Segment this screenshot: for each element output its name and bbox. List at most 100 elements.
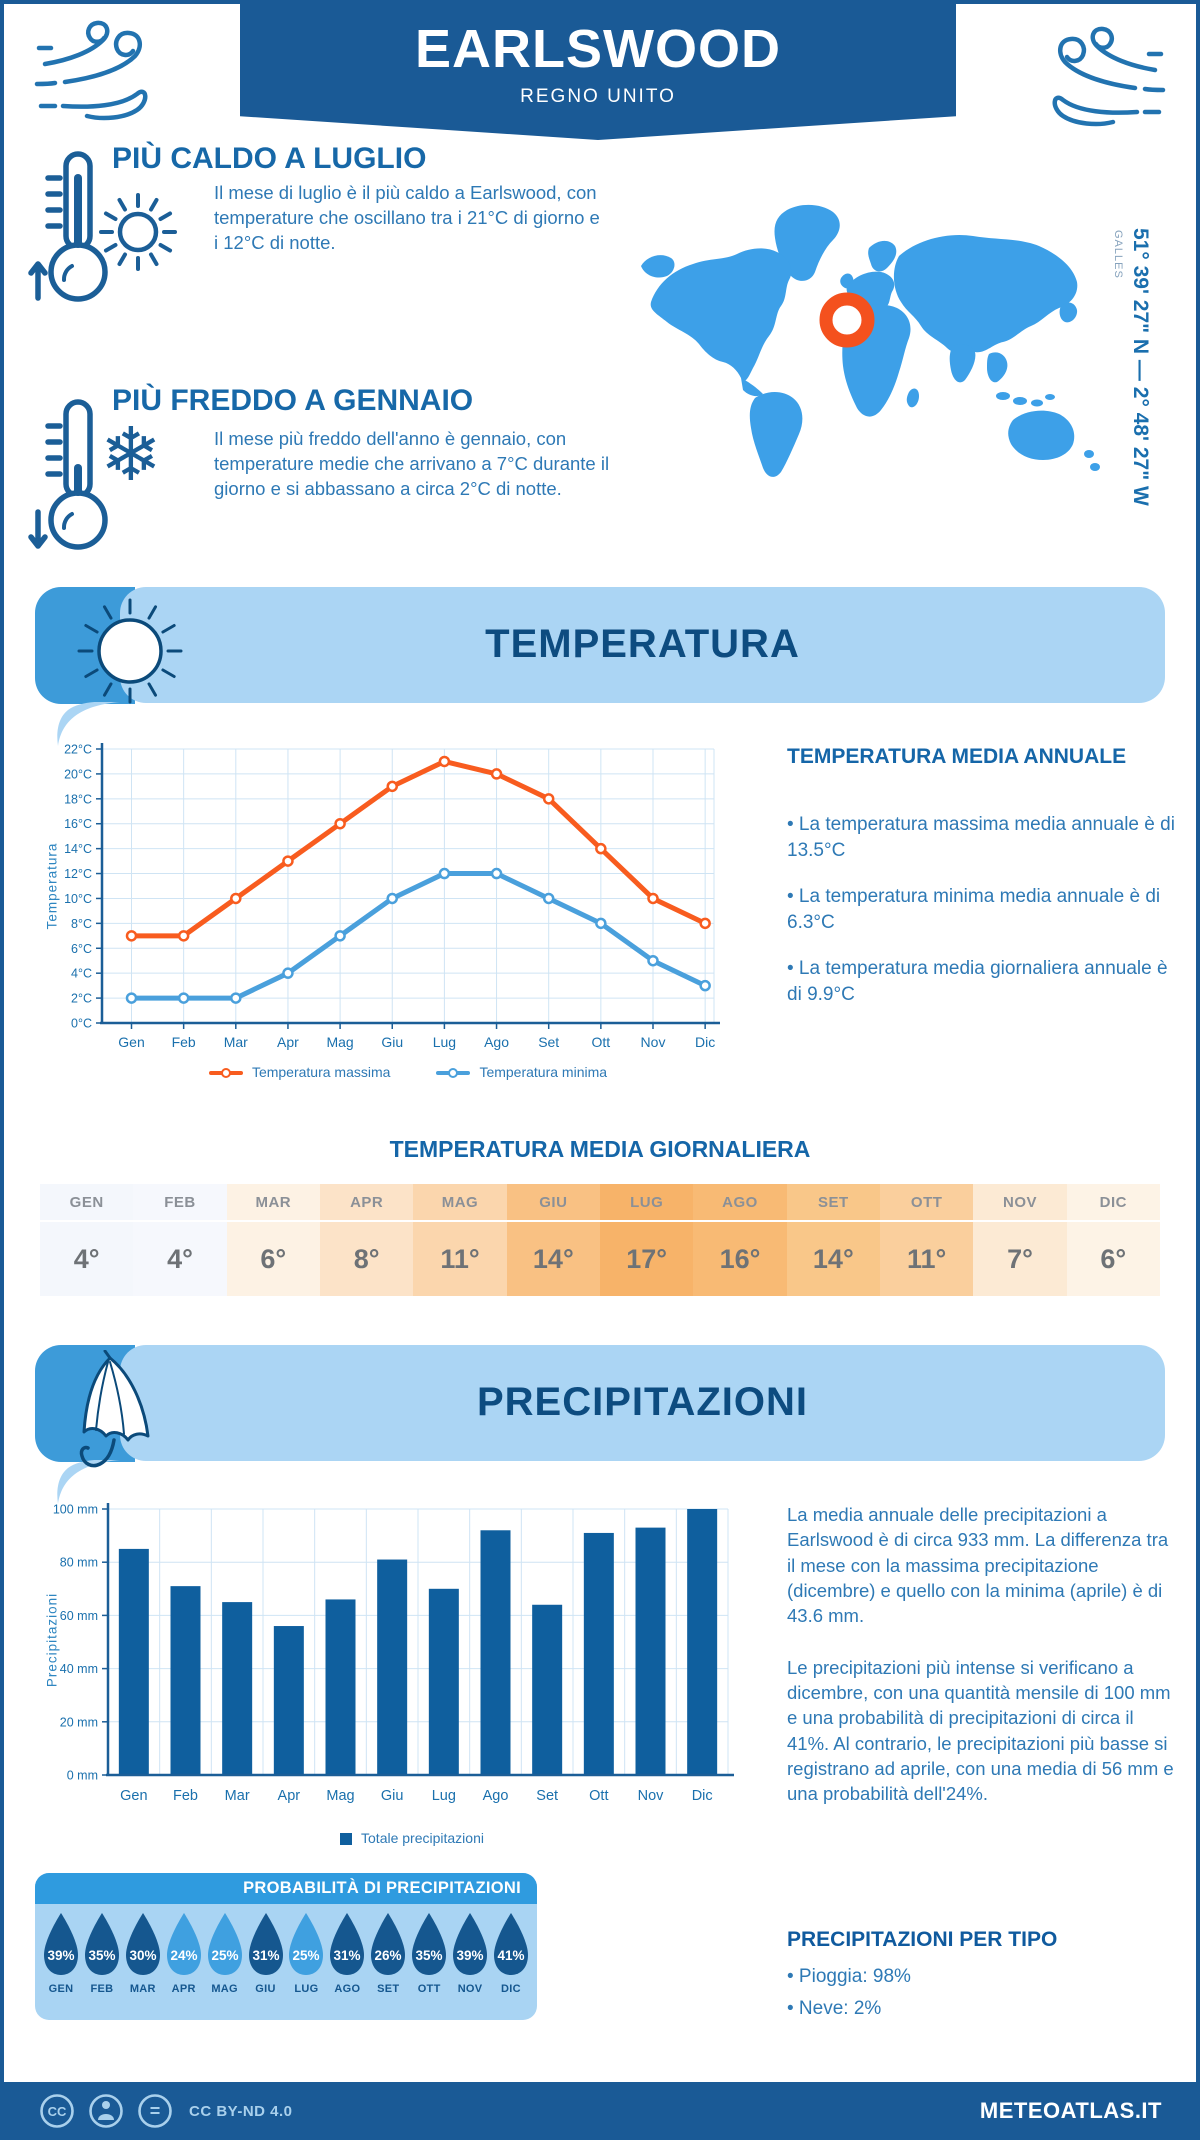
probability-drop: 25% LUG bbox=[286, 1911, 326, 1995]
drop-month-label: FEB bbox=[90, 1983, 114, 1995]
precipitation-text: La media annuale delle precipitazioni a … bbox=[787, 1502, 1179, 1807]
temperature-line-chart: 0°C 2°C 4°C 6°C 8°C 10°C 12°C 14°C 16°C 18°C 20°C 2… bbox=[64, 743, 720, 1050]
location-marker bbox=[819, 292, 875, 348]
page-title: EARLSWOOD bbox=[415, 19, 781, 79]
table-month-label: LUG bbox=[600, 1184, 694, 1222]
snowflake-icon: ❄ bbox=[100, 412, 163, 498]
svg-text:80 mm: 80 mm bbox=[60, 1556, 98, 1570]
svg-text:Feb: Feb bbox=[172, 1034, 196, 1050]
svg-text:20°C: 20°C bbox=[64, 767, 92, 781]
svg-text:Dic: Dic bbox=[692, 1788, 713, 1804]
probability-drop: 25% MAG bbox=[205, 1911, 245, 1995]
drop-month-label: GIU bbox=[255, 1983, 276, 1995]
raindrop-icon: 30% bbox=[125, 1913, 160, 1975]
precip-probability-title: PROBABILITÀ DI PRECIPITAZIONI bbox=[35, 1873, 537, 1904]
svg-text:31%: 31% bbox=[252, 1948, 279, 1963]
drop-month-label: SET bbox=[377, 1983, 400, 1995]
svg-text:Lug: Lug bbox=[433, 1034, 456, 1050]
svg-text:Set: Set bbox=[538, 1034, 559, 1050]
raindrop-icon: 35% bbox=[84, 1913, 119, 1975]
svg-text:60 mm: 60 mm bbox=[60, 1609, 98, 1623]
table-month-label: SET bbox=[786, 1184, 880, 1222]
table-month-label: GIU bbox=[506, 1184, 600, 1222]
svg-text:Ago: Ago bbox=[484, 1034, 509, 1050]
cold-section-text: Il mese più freddo dell'anno è gennaio, … bbox=[214, 428, 610, 500]
svg-text:20 mm: 20 mm bbox=[60, 1715, 98, 1729]
table-month-label: GEN bbox=[40, 1184, 134, 1222]
precip-type-title: PRECIPITAZIONI PER TIPO bbox=[787, 1928, 1058, 1951]
table-value: 11° bbox=[906, 1243, 947, 1274]
annual-bullet: • La temperatura massima media annuale è… bbox=[787, 814, 1175, 862]
svg-text:2°C: 2°C bbox=[71, 992, 92, 1006]
annual-summary-title: TEMPERATURA MEDIA ANNUALE bbox=[787, 745, 1127, 768]
probability-drop: 35% OTT bbox=[409, 1911, 449, 1995]
svg-text:Mar: Mar bbox=[224, 1034, 248, 1050]
raindrop-icon: 25% bbox=[207, 1913, 242, 1975]
brand-label: METEOATLAS.IT bbox=[979, 2098, 1162, 2123]
temperature-section-title: TEMPERATURA bbox=[485, 622, 800, 666]
table-value: 6° bbox=[1100, 1243, 1127, 1274]
probability-drop: 35% FEB bbox=[82, 1911, 122, 1995]
table-cell: AGO 16° bbox=[693, 1184, 787, 1296]
raindrop-icon: 24% bbox=[166, 1913, 201, 1975]
drop-month-label: DIC bbox=[501, 1983, 521, 1995]
svg-text:25%: 25% bbox=[293, 1948, 320, 1963]
temp-y-axis-label: Temperatura bbox=[44, 842, 60, 930]
table-cell: APR 8° bbox=[320, 1184, 414, 1296]
svg-text:Apr: Apr bbox=[277, 1034, 299, 1050]
table-month-label: APR bbox=[320, 1184, 414, 1222]
svg-text:35%: 35% bbox=[416, 1948, 443, 1963]
precip-probability-box: PROBABILITÀ DI PRECIPITAZIONI 39% GEN 35% F… bbox=[35, 1873, 537, 2020]
temp-chart-legend: Temperatura massima Temperatura minima bbox=[102, 1064, 714, 1080]
svg-text:Mag: Mag bbox=[326, 1788, 354, 1804]
precip-paragraph: Le precipitazioni più intense si verific… bbox=[787, 1656, 1174, 1805]
license-label: CC BY-ND 4.0 bbox=[189, 2102, 293, 2120]
cold-section-title: PIÙ FREDDO A GENNAIO bbox=[112, 384, 474, 417]
ribbon-curl bbox=[57, 702, 120, 746]
thermometer-cold-icon bbox=[28, 399, 108, 550]
drop-month-label: APR bbox=[171, 1983, 196, 1995]
bar-series-label: Totale precipitazioni bbox=[361, 1830, 484, 1846]
table-month-label: MAG bbox=[413, 1184, 507, 1222]
svg-text:10°C: 10°C bbox=[64, 892, 92, 906]
table-value: 17° bbox=[626, 1243, 668, 1274]
probability-drop: 26% SET bbox=[368, 1911, 408, 1995]
table-month-label: DIC bbox=[1066, 1184, 1160, 1222]
svg-text:Apr: Apr bbox=[278, 1788, 301, 1804]
table-cell: OTT 11° bbox=[880, 1184, 974, 1296]
precip-y-axis-label: Precipitazioni bbox=[44, 1592, 60, 1688]
wind-icon bbox=[34, 20, 148, 121]
table-value: 8° bbox=[353, 1243, 380, 1274]
svg-text:Lug: Lug bbox=[432, 1788, 456, 1804]
cc-icon: CC bbox=[40, 2094, 74, 2128]
svg-text:Ott: Ott bbox=[589, 1788, 608, 1804]
precip-chart-legend: Totale precipitazioni bbox=[102, 1830, 722, 1846]
svg-text:39%: 39% bbox=[457, 1948, 484, 1963]
svg-text:Giu: Giu bbox=[381, 1034, 403, 1050]
raindrop-icon: 26% bbox=[371, 1913, 406, 1975]
table-cell: LUG 17° bbox=[600, 1184, 694, 1296]
drop-month-label: AGO bbox=[334, 1983, 361, 1995]
drop-month-label: MAR bbox=[129, 1983, 156, 1995]
table-cell: MAG 11° bbox=[413, 1184, 507, 1296]
precipitation-bar-chart: 0 mm 20 mm 40 mm 60 mm 80 mm 100 mm Gen Feb Mar A… bbox=[53, 1503, 734, 1804]
table-value: 7° bbox=[1007, 1243, 1033, 1274]
svg-text:39%: 39% bbox=[47, 1948, 74, 1963]
temperature-ribbon bbox=[120, 587, 1165, 703]
svg-text:30%: 30% bbox=[129, 1948, 156, 1963]
thermometer-warm-icon bbox=[28, 151, 108, 302]
table-value: 11° bbox=[440, 1243, 480, 1274]
svg-text:6°C: 6°C bbox=[71, 942, 92, 956]
svg-text:100 mm: 100 mm bbox=[53, 1503, 98, 1517]
table-month-label: MAR bbox=[226, 1184, 320, 1222]
right-border bbox=[1196, 0, 1200, 2140]
umbrella-icon bbox=[79, 1350, 150, 1468]
svg-text:40 mm: 40 mm bbox=[60, 1662, 98, 1676]
drop-month-label: LUG bbox=[294, 1983, 319, 1995]
probability-drop: 31% AGO bbox=[327, 1911, 367, 1995]
svg-text:0 mm: 0 mm bbox=[67, 1769, 98, 1783]
svg-text:0°C: 0°C bbox=[71, 1017, 92, 1031]
svg-text:Dic: Dic bbox=[695, 1034, 715, 1050]
drop-month-label: MAG bbox=[211, 1983, 238, 1995]
